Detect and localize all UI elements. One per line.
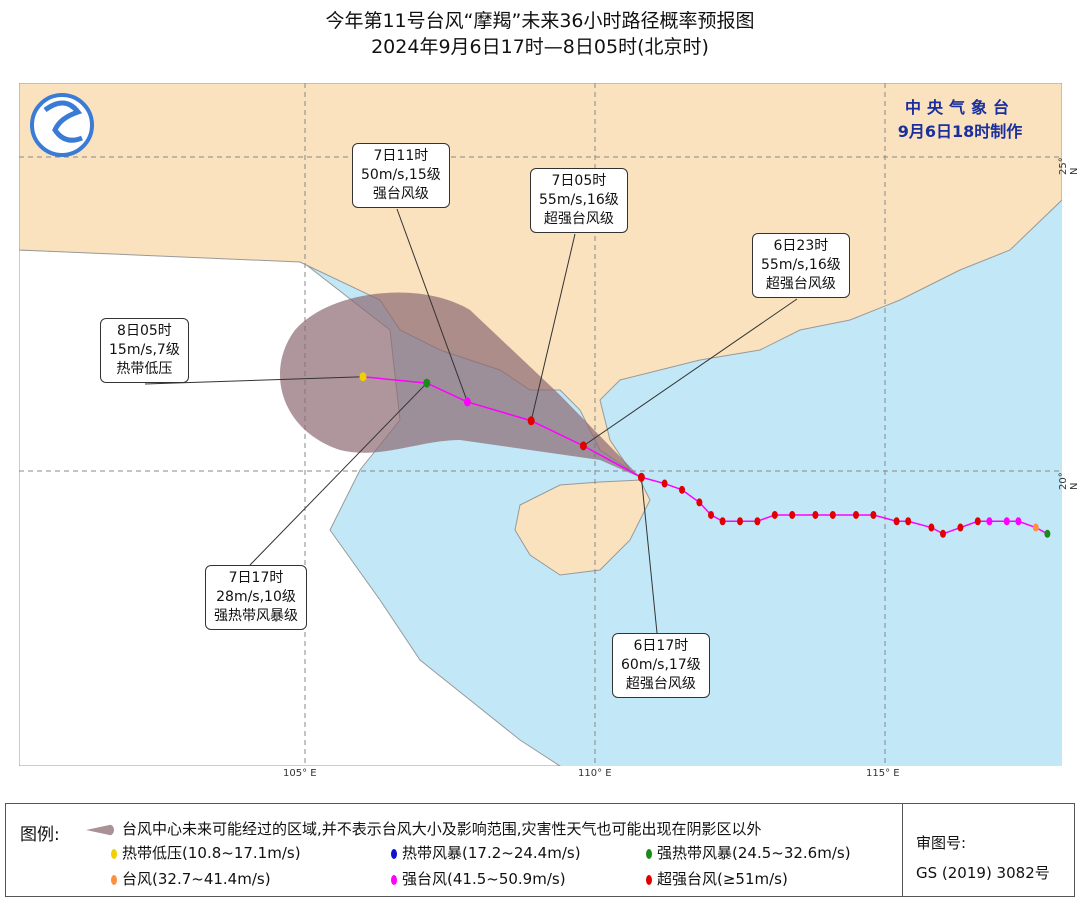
cone-desc: 台风中心未来可能经过的区域,并不表示台风大小及影响范围,灾害性天气也可能出现在阴… [122, 820, 762, 838]
forecast-time: 8日05时 [117, 323, 172, 339]
typhoon-symbol-icon [391, 874, 397, 885]
legend-label: 热带低压(10.8~17.1m/s) [122, 844, 301, 862]
map-title: 今年第11号台风“摩羯”未来36小时路径概率预报图 [325, 10, 755, 32]
forecast-label: 7日05时 55m/s,16级 超强台风级 [530, 168, 628, 233]
forecast-wind: 60m/s,17级 [621, 657, 701, 673]
past-track-point [1032, 523, 1039, 532]
forecast-wind: 15m/s,7级 [109, 342, 180, 358]
approval-label: 审图号: [916, 834, 967, 852]
forecast-wind: 50m/s,15级 [361, 167, 441, 183]
past-track-point [771, 510, 778, 519]
leader-line [640, 477, 658, 634]
past-track-point [789, 510, 796, 519]
past-track-point [679, 485, 685, 494]
typhoon-symbol-icon [111, 874, 117, 885]
forecast-point [423, 378, 431, 388]
legend-label: 超强台风(≥51m/s) [657, 870, 788, 888]
legend-label: 强热带风暴(24.5~32.6m/s) [657, 844, 851, 862]
legend-title: 图例: [20, 825, 60, 845]
forecast-grade: 强台风级 [372, 186, 429, 202]
forecast-time: 7日11时 [373, 148, 429, 164]
lat-tick: 25° N [1058, 157, 1080, 175]
leader-line [583, 298, 798, 447]
forecast-grade: 超强台风级 [625, 676, 696, 692]
issue-time: 9月6日18时制作 [897, 122, 1023, 141]
forecast-time: 6日17时 [633, 638, 689, 654]
forecast-wind: 55m/s,16级 [761, 257, 841, 273]
cone-swatch-icon [86, 824, 114, 836]
legend-label: 热带风暴(17.2~24.4m/s) [402, 844, 581, 862]
forecast-point [579, 441, 587, 451]
forecast-label: 6日17时 60m/s,17级 超强台风级 [612, 633, 710, 698]
forecast-grade: 超强台风级 [543, 211, 614, 227]
past-track-point [928, 523, 935, 532]
graticule [19, 83, 1062, 766]
forecast-time: 7日17时 [228, 570, 284, 586]
past-track-point [737, 517, 743, 526]
hainan-island [514, 479, 651, 576]
forecast-label: 7日11时 50m/s,15级 强台风级 [352, 143, 450, 208]
forecast-point [527, 416, 535, 426]
legend-item: 热带低压(10.8~17.1m/s) [111, 842, 301, 863]
forecast-wind: 28m/s,10级 [216, 589, 296, 605]
past-track-point [1003, 517, 1010, 526]
forecast-grade: 强热带风暴级 [214, 608, 298, 624]
forecast-time: 6日23时 [773, 238, 829, 254]
leader-line [249, 382, 428, 566]
forecast-grade: 超强台风级 [765, 276, 836, 292]
past-track-point [853, 510, 859, 519]
forecast-grade: 热带低压 [116, 361, 173, 377]
legend-item: 台风(32.7~41.4m/s) [111, 868, 271, 889]
forecast-point [637, 472, 645, 482]
forecast-point [463, 397, 471, 407]
leader-line [396, 208, 468, 403]
past-track-point [940, 529, 946, 538]
past-track-point [986, 517, 993, 526]
forecast-time: 7日05时 [551, 173, 607, 189]
forecast-label: 8日05时 15m/s,7级 热带低压 [100, 318, 189, 383]
typhoon-symbol-icon [391, 848, 397, 859]
forecast-label: 7日17时 28m/s,10级 强热带风暴级 [205, 565, 307, 630]
past-track-point [870, 510, 877, 519]
past-track-point [708, 510, 714, 519]
map-subtitle: 2024年9月6日17时—8日05时(北京时) [371, 36, 709, 58]
past-track-point [719, 517, 726, 526]
legend-item: 超强台风(≥51m/s) [646, 868, 788, 889]
typhoon-symbol-icon [646, 874, 652, 885]
legend-item: 强台风(41.5~50.9m/s) [391, 868, 566, 889]
past-track-point [893, 517, 900, 526]
past-track-point [696, 498, 703, 507]
lon-tick: 110° E [578, 768, 612, 779]
cma-logo-mark [43, 100, 83, 143]
issuer-name: 中央气象台 [904, 98, 1015, 117]
past-track-point [905, 517, 912, 526]
lon-tick: 105° E [283, 768, 317, 779]
legend-label: 强台风(41.5~50.9m/s) [402, 870, 566, 888]
leader-line [530, 233, 576, 421]
forecast-point [359, 372, 367, 382]
past-track-point [829, 510, 836, 519]
legend-item: 强热带风暴(24.5~32.6m/s) [646, 842, 851, 863]
past-track-point [1015, 517, 1022, 526]
legend: 图例: 台风中心未来可能经过的区域,并不表示台风大小及影响范围,灾害性天气也可能… [5, 803, 1075, 897]
typhoon-symbol-icon [111, 848, 117, 859]
past-track-point [1044, 529, 1051, 538]
approval-number: GS (2019) 3082号 [916, 864, 1050, 882]
probability-cone [280, 292, 641, 478]
past-track-point [974, 517, 981, 526]
legend-label: 台风(32.7~41.4m/s) [122, 870, 271, 888]
forecast-wind: 55m/s,16级 [539, 192, 619, 208]
lon-tick: 115° E [866, 768, 900, 779]
past-track-point [661, 479, 668, 488]
forecast-label: 6日23时 55m/s,16级 超强台风级 [752, 233, 850, 298]
legend-cone: 台风中心未来可能经过的区域,并不表示台风大小及影响范围,灾害性天气也可能出现在阴… [86, 818, 762, 839]
past-track-point [754, 517, 761, 526]
issuer: 中央气象台 9月6日18时制作 [870, 96, 1050, 144]
past-track-point [812, 510, 819, 519]
typhoon-symbol-icon [646, 848, 652, 859]
lat-tick: 20° N [1058, 472, 1080, 490]
legend-item: 热带风暴(17.2~24.4m/s) [391, 842, 581, 863]
past-track-point [957, 523, 964, 532]
